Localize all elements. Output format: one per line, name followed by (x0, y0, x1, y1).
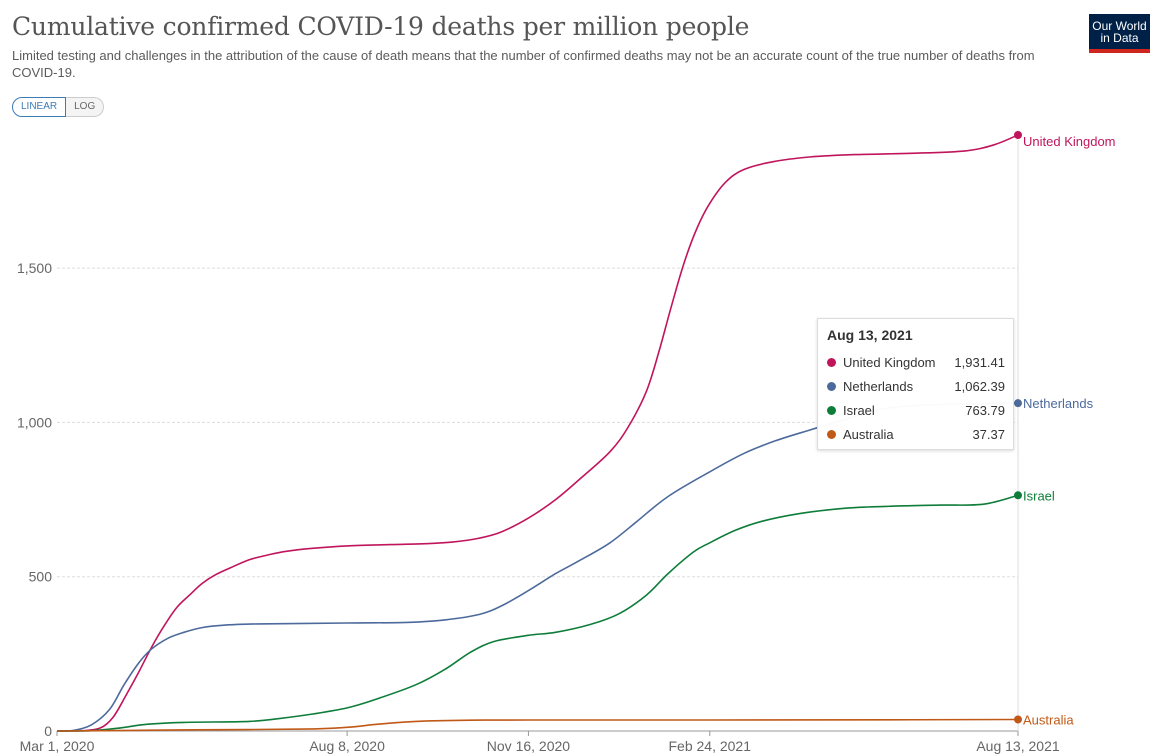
series-end-dot-australia (1014, 715, 1022, 724)
x-tick-label: Aug 8, 2020 (309, 738, 385, 754)
y-tick-label: 1,000 (17, 414, 52, 430)
tooltip-row: Australia 37.37 (827, 422, 1005, 446)
series-line-australia (56, 718, 1019, 732)
tooltip-row: United Kingdom 1,931.41 (827, 350, 1005, 374)
tooltip-series-value: 1,931.41 (954, 354, 1005, 370)
tooltip-series-name: Israel (843, 402, 875, 418)
logo-line-2: in Data (1100, 31, 1139, 45)
series-end-dot-israel (1014, 491, 1022, 500)
series-layer (56, 131, 1022, 732)
y-tick-label: 0 (44, 723, 52, 739)
tooltip-row: Israel 763.79 (827, 398, 1005, 422)
series-line-united-kingdom (56, 134, 1019, 732)
series-line-israel (56, 494, 1019, 732)
tooltip-series-value: 763.79 (965, 402, 1005, 418)
tooltip-series-value: 37.37 (972, 426, 1005, 442)
y-tick-label: 1,500 (17, 260, 52, 276)
tooltip-date: Aug 13, 2021 (827, 327, 913, 343)
linear-scale-button[interactable]: LINEAR (12, 97, 67, 117)
log-scale-button[interactable]: LOG (66, 97, 105, 117)
chart-subtitle: Limited testing and challenges in the at… (12, 48, 1035, 80)
series-dot-icon (827, 357, 836, 367)
hover-tooltip: Aug 13, 2021 United Kingdom 1,931.41 Net… (817, 318, 1014, 450)
chart-title: Cumulative confirmed COVID-19 deaths per… (12, 12, 750, 41)
tooltip-series-value: 1,062.39 (954, 378, 1005, 394)
series-line-netherlands (56, 402, 1019, 732)
series-end-label-united-kingdom: United Kingdom (1023, 134, 1116, 149)
x-tick-label: Nov 16, 2020 (487, 738, 570, 754)
x-tick-label: Mar 1, 2020 (20, 738, 95, 754)
tooltip-row: Netherlands 1,062.39 (827, 374, 1005, 398)
series-end-dot-united-kingdom (1014, 131, 1022, 139)
series-end-label-israel: Israel (1023, 488, 1055, 503)
series-end-label-australia: Australia (1023, 712, 1074, 727)
logo-line-1: Our World (1092, 19, 1147, 33)
series-dot-icon (827, 405, 836, 415)
owid-logo[interactable]: Our World in Data (1089, 14, 1150, 53)
series-end-label-netherlands: Netherlands (1023, 396, 1094, 411)
tooltip-series-name: Netherlands (843, 378, 914, 394)
x-tick-label: Aug 13, 2021 (976, 738, 1060, 754)
scale-toggle: LINEAR LOG (12, 97, 105, 117)
tooltip-series-name: Australia (843, 426, 894, 442)
tooltip-series-name: United Kingdom (843, 354, 936, 370)
label-layer: United Kingdom Netherlands Israel Australia (1023, 134, 1116, 727)
y-tick-label: 500 (29, 569, 53, 585)
series-dot-icon (827, 381, 836, 391)
axis-layer: 0 500 1,000 1,500 Mar 1, 2020 Aug 8, 2020 Nov … (17, 130, 1060, 754)
series-end-dot-netherlands (1014, 399, 1022, 408)
series-dot-icon (827, 429, 836, 439)
x-tick-label: Feb 24, 2021 (668, 738, 751, 754)
